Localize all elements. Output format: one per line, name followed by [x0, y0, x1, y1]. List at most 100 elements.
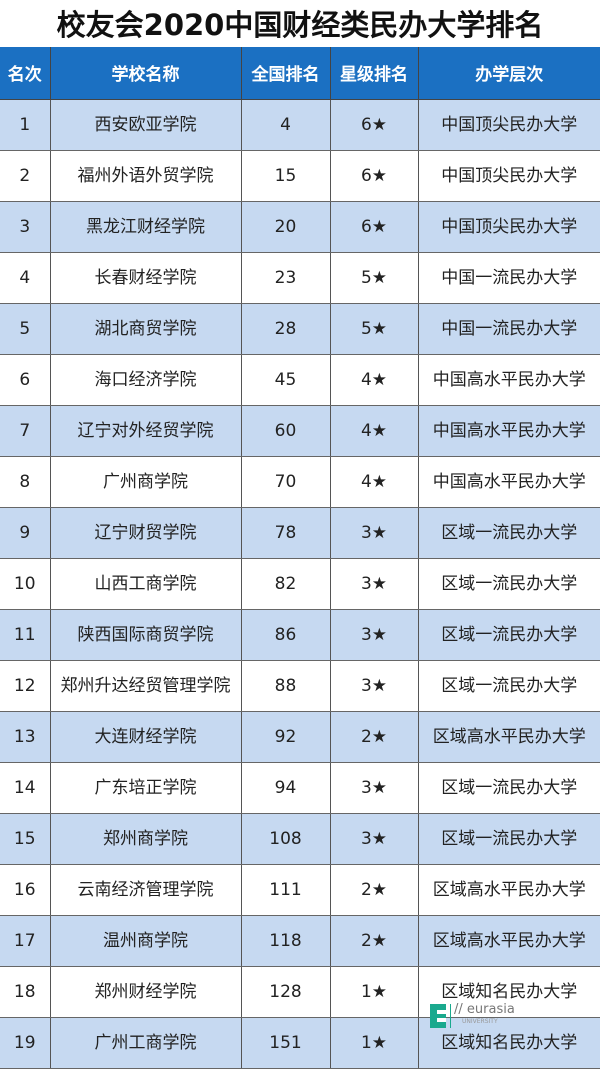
rank-cell: 2 — [0, 150, 51, 202]
school-name-cell: 广州商学院 — [50, 456, 242, 508]
star-rating-cell: 2★ — [330, 711, 419, 763]
table-row: 11 陕西国际商贸学院 86 3★ 区域一流民办大学 — [0, 609, 600, 661]
table-row: 13 大连财经学院 92 2★ 区域高水平民办大学 — [0, 711, 600, 763]
national-rank-cell: 60 — [241, 405, 331, 457]
level-cell: 区域一流民办大学 — [418, 507, 600, 559]
logo-divider — [450, 1004, 451, 1028]
star-rating-cell: 3★ — [330, 507, 419, 559]
table-header-row: 名次 学校名称 全国排名 星级排名 办学层次 — [0, 47, 600, 100]
table-row: 8 广州商学院 70 4★ 中国高水平民办大学 — [0, 456, 600, 508]
national-rank-cell: 82 — [241, 558, 331, 610]
ranking-table: 名次 学校名称 全国排名 星级排名 办学层次 1 西安欧亚学院 4 6★ 中国顶尖民办大学 2 福州… — [0, 47, 600, 1069]
star-rating-cell: 2★ — [330, 915, 419, 967]
star-rating-cell: 1★ — [330, 966, 419, 1018]
table-row: 1 西安欧亚学院 4 6★ 中国顶尖民办大学 — [0, 99, 600, 151]
star-rating-cell: 5★ — [330, 252, 419, 304]
national-rank-cell: 151 — [241, 1017, 331, 1069]
level-cell: 区域知名民办大学 — [418, 966, 600, 1018]
school-name-cell: 黑龙江财经学院 — [50, 201, 242, 253]
rank-cell: 16 — [0, 864, 51, 916]
school-name-cell: 广东培正学院 — [50, 762, 242, 814]
school-name-cell: 辽宁对外经贸学院 — [50, 405, 242, 457]
level-cell: 中国一流民办大学 — [418, 303, 600, 355]
level-cell: 区域高水平民办大学 — [418, 864, 600, 916]
rank-cell: 7 — [0, 405, 51, 457]
star-rating-cell: 6★ — [330, 150, 419, 202]
rank-cell: 1 — [0, 99, 51, 151]
national-rank-cell: 111 — [241, 864, 331, 916]
level-cell: 中国一流民办大学 — [418, 252, 600, 304]
level-cell: 中国顶尖民办大学 — [418, 201, 600, 253]
rank-cell: 14 — [0, 762, 51, 814]
star-rating-cell: 3★ — [330, 609, 419, 661]
table-row: 10 山西工商学院 82 3★ 区域一流民办大学 — [0, 558, 600, 610]
rank-cell: 13 — [0, 711, 51, 763]
table-row: 12 郑州升达经贸管理学院 88 3★ 区域一流民办大学 — [0, 660, 600, 712]
rank-cell: 8 — [0, 456, 51, 508]
national-rank-cell: 88 — [241, 660, 331, 712]
rank-cell: 18 — [0, 966, 51, 1018]
level-cell: 中国高水平民办大学 — [418, 456, 600, 508]
star-rating-cell: 6★ — [330, 99, 419, 151]
school-name-cell: 长春财经学院 — [50, 252, 242, 304]
school-name-cell: 郑州升达经贸管理学院 — [50, 660, 242, 712]
rank-cell: 17 — [0, 915, 51, 967]
watermark-brand: eurasia — [466, 1002, 515, 1017]
table-row: 4 长春财经学院 23 5★ 中国一流民办大学 — [0, 252, 600, 304]
school-name-cell: 湖北商贸学院 — [50, 303, 242, 355]
table-row: 2 福州外语外贸学院 15 6★ 中国顶尖民办大学 — [0, 150, 600, 202]
column-header: 名次 — [0, 47, 51, 100]
rank-cell: 11 — [0, 609, 51, 661]
column-header: 星级排名 — [330, 47, 419, 100]
table-row: 3 黑龙江财经学院 20 6★ 中国顶尖民办大学 — [0, 201, 600, 253]
rank-cell: 12 — [0, 660, 51, 712]
table-row: 18 郑州财经学院 128 1★ 区域知名民办大学 — [0, 966, 600, 1018]
page-title: 校友会2020中国财经类民办大学排名 — [56, 8, 544, 42]
level-cell: 区域高水平民办大学 — [418, 915, 600, 967]
star-rating-cell: 4★ — [330, 456, 419, 508]
level-cell: 区域一流民办大学 — [418, 660, 600, 712]
star-rating-cell: 1★ — [330, 1017, 419, 1069]
rank-cell: 9 — [0, 507, 51, 559]
table-row: 17 温州商学院 118 2★ 区域高水平民办大学 — [0, 915, 600, 967]
national-rank-cell: 128 — [241, 966, 331, 1018]
national-rank-cell: 118 — [241, 915, 331, 967]
national-rank-cell: 45 — [241, 354, 331, 406]
rank-cell: 4 — [0, 252, 51, 304]
table-row: 19 广州工商学院 151 1★ 区域知名民办大学 — [0, 1017, 600, 1069]
national-rank-cell: 20 — [241, 201, 331, 253]
national-rank-cell: 92 — [241, 711, 331, 763]
level-cell: 区域一流民办大学 — [418, 609, 600, 661]
school-name-cell: 大连财经学院 — [50, 711, 242, 763]
table-row: 9 辽宁财贸学院 78 3★ 区域一流民办大学 — [0, 507, 600, 559]
national-rank-cell: 4 — [241, 99, 331, 151]
star-rating-cell: 6★ — [330, 201, 419, 253]
table-row: 7 辽宁对外经贸学院 60 4★ 中国高水平民办大学 — [0, 405, 600, 457]
school-name-cell: 温州商学院 — [50, 915, 242, 967]
rank-cell: 5 — [0, 303, 51, 355]
rank-cell: 6 — [0, 354, 51, 406]
school-name-cell: 郑州财经学院 — [50, 966, 242, 1018]
national-rank-cell: 78 — [241, 507, 331, 559]
school-name-cell: 山西工商学院 — [50, 558, 242, 610]
table-row: 5 湖北商贸学院 28 5★ 中国一流民办大学 — [0, 303, 600, 355]
table-row: 14 广东培正学院 94 3★ 区域一流民办大学 — [0, 762, 600, 814]
rank-cell: 10 — [0, 558, 51, 610]
level-cell: 区域知名民办大学 — [418, 1017, 600, 1069]
level-cell: 中国高水平民办大学 — [418, 405, 600, 457]
rank-cell: 3 — [0, 201, 51, 253]
school-name-cell: 郑州商学院 — [50, 813, 242, 865]
table-row: 16 云南经济管理学院 111 2★ 区域高水平民办大学 — [0, 864, 600, 916]
national-rank-cell: 70 — [241, 456, 331, 508]
watermark-sub: UNIVERSITY — [462, 1018, 498, 1025]
star-rating-cell: 3★ — [330, 762, 419, 814]
column-header: 全国排名 — [241, 47, 331, 100]
school-name-cell: 福州外语外贸学院 — [50, 150, 242, 202]
star-rating-cell: 2★ — [330, 864, 419, 916]
rank-cell: 19 — [0, 1017, 51, 1069]
column-header: 办学层次 — [418, 47, 600, 100]
level-cell: 区域一流民办大学 — [418, 762, 600, 814]
national-rank-cell: 23 — [241, 252, 331, 304]
school-name-cell: 西安欧亚学院 — [50, 99, 242, 151]
star-rating-cell: 3★ — [330, 558, 419, 610]
